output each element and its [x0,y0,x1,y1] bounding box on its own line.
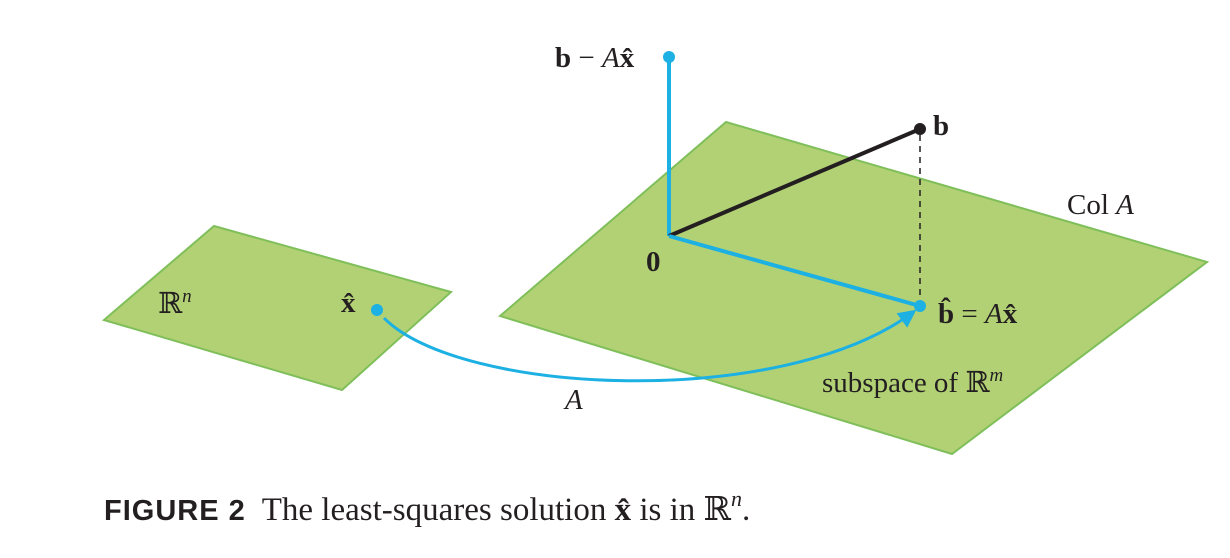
vector-b-point [914,123,926,135]
b-label: b [933,110,949,142]
projection-label: b̂ = Ax̂ [938,296,1018,330]
col-a-label: Col A [1067,189,1134,221]
xhat-point [371,304,383,316]
residual-label: b − Ax̂ [555,42,635,74]
residual-vector-point [663,51,675,63]
mapping-arrow-a [382,309,917,383]
domain-plane-rn [101,224,454,392]
subspace-label: subspace of ℝm [822,365,1003,399]
least-squares-diagram: b − Ax̂ b Col A 0 b̂ = Ax̂ subspace of ℝ… [101,42,1210,456]
rn-label: ℝn [158,286,192,320]
vector-b [668,127,921,238]
origin-label: 0 [646,246,661,278]
xhat-label: x̂ [341,287,356,319]
projection-vector [668,234,921,308]
projection-point [914,300,926,312]
caption-text: The least-squares solution x̂ is in ℝn. [261,486,751,528]
arrow-a-label: A [563,384,583,416]
figure-caption: FIGURE 2 The least-squares solution x̂ is… [104,486,750,529]
figure-number: FIGURE 2 [104,495,246,527]
